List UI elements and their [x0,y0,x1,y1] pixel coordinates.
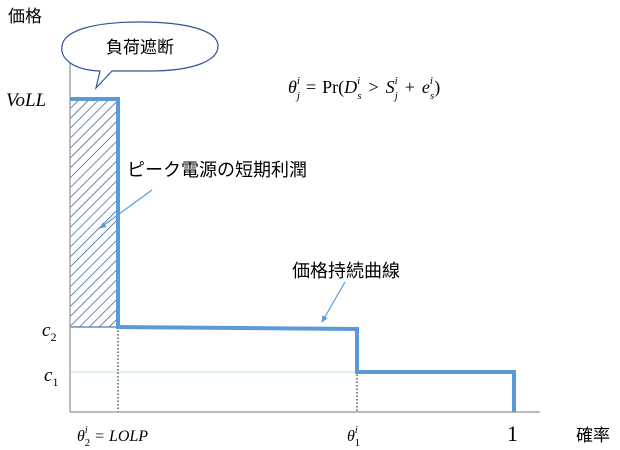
peak-profit-area [69,98,119,328]
load-shedding-callout [61,21,219,91]
x-axis-label: 確率 [576,426,610,446]
theta1-label: θi 1 [347,425,360,449]
peak-profit-annotation: ピーク電源の短期利潤 [127,160,307,181]
y-axis-label: 価格 [8,7,42,27]
probability-formula: θi j = Pr(Di s > Si j + ei s) [288,75,440,102]
duration-curve-arrow [321,281,346,323]
duration-curve-annotation: 価格持続曲線 [292,261,400,282]
one-label: 1 [507,421,518,446]
voll-label: VoLL [6,90,46,111]
theta2-lolp-label: θi 2 = LOLP [77,425,148,449]
c1-label: c1 [44,365,58,389]
price-duration-curve [70,97,516,412]
peak-profit-arrow [99,189,153,229]
c2-label: c2 [42,320,56,344]
callout-text: 負荷遮断 [106,38,174,58]
